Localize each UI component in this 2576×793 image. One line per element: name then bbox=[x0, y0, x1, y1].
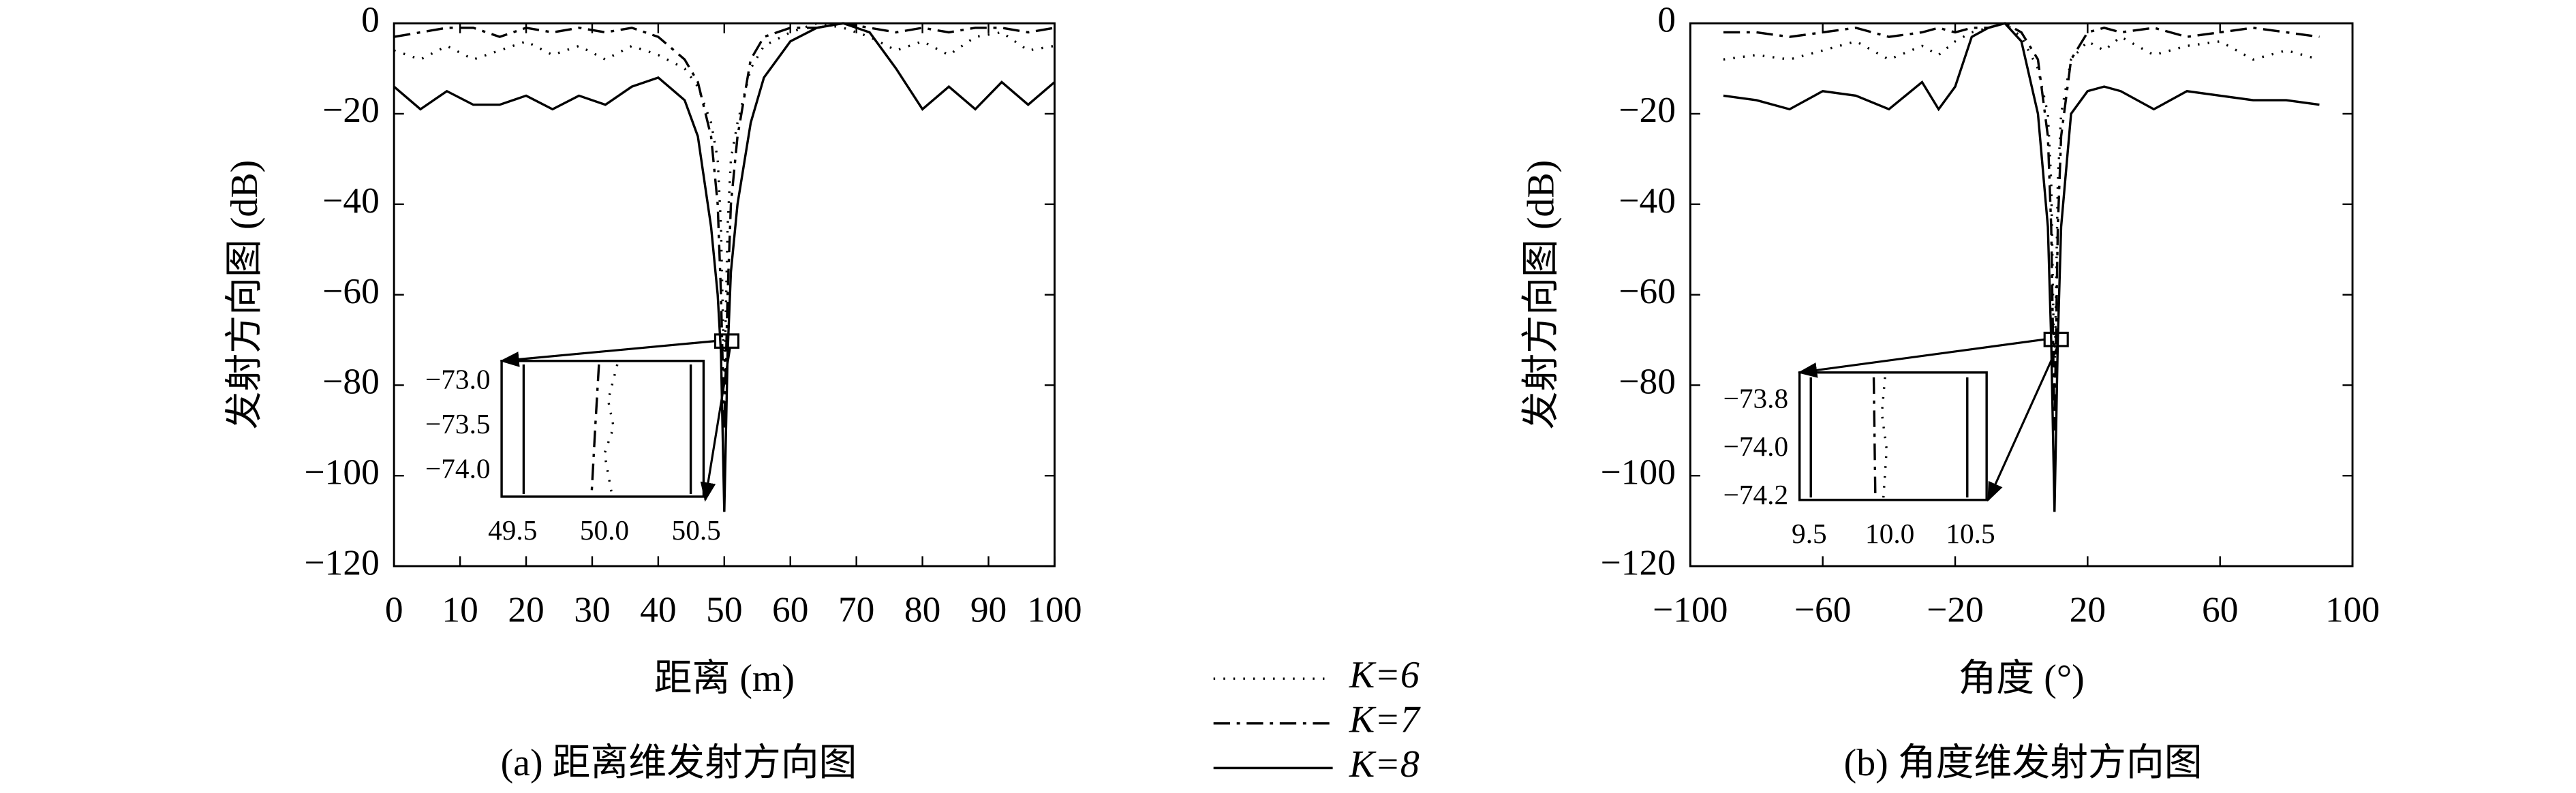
legend: K=6K=7K=8 bbox=[1213, 654, 1421, 786]
legend-label: K=8 bbox=[1349, 743, 1420, 786]
series-line bbox=[393, 22, 1055, 431]
x-tick-label: 10.0 bbox=[1865, 518, 1914, 549]
x-tick-label: 20 bbox=[508, 589, 544, 630]
y-tick-label: 0 bbox=[361, 0, 380, 40]
inset-frame bbox=[1798, 371, 1988, 501]
x-tick-label: 50.0 bbox=[580, 514, 629, 546]
x-tick-label: 0 bbox=[385, 589, 403, 630]
inset-line bbox=[590, 364, 600, 495]
y-tick-label: −80 bbox=[322, 361, 380, 402]
x-tick-label: 9.5 bbox=[1792, 518, 1827, 549]
inset: 49.5 50.0 50.5 −73.0 −73.5 −74.0 bbox=[425, 360, 721, 546]
legend-label: K=6 bbox=[1349, 654, 1420, 696]
x-tick-label: 50 bbox=[706, 589, 742, 630]
y-tick-label: −74.0 bbox=[425, 453, 491, 484]
zoom-indicators bbox=[500, 331, 2069, 502]
y-tick-label: −74.2 bbox=[1723, 479, 1789, 510]
x-tick-label: 100 bbox=[2325, 589, 2380, 630]
zoom-box bbox=[714, 333, 740, 349]
series-line bbox=[393, 22, 1056, 512]
series-line bbox=[393, 22, 1055, 386]
x-tick-label: 10 bbox=[442, 589, 478, 630]
x-tick-label: 30 bbox=[574, 589, 610, 630]
y-tick-label: −73.0 bbox=[425, 364, 491, 395]
inset-line bbox=[1872, 377, 1877, 498]
y-tick-label: −60 bbox=[322, 270, 380, 311]
y-tick-label: −73.8 bbox=[1723, 383, 1789, 414]
x-tick-label: −60 bbox=[1794, 589, 1852, 630]
y-tick-label: −73.5 bbox=[425, 408, 491, 439]
x-axis-label: 角度 (°) bbox=[1959, 657, 2085, 700]
zoom-arrow bbox=[1987, 345, 2059, 502]
y-tick-label: −40 bbox=[322, 180, 380, 221]
x-tick-label: 70 bbox=[838, 589, 874, 630]
zoom-arrow bbox=[500, 340, 716, 367]
x-tick-label: 50.5 bbox=[672, 514, 721, 546]
y-axis-label: 发射方向图 (dB) bbox=[224, 160, 266, 430]
y-tick-label: −120 bbox=[1601, 542, 1676, 582]
plot: −100 −60 −20 20 60 100 0 −20 −40 −60 −80 −100 −120 角度… bbox=[1520, 0, 2380, 784]
zoom-arrow bbox=[1797, 338, 2045, 378]
plot: 0 10 20 30 40 50 60 70 80 90 100 0 −20 −40 −60 −80 −100 −… bbox=[224, 0, 1082, 784]
y-tick-label: −120 bbox=[305, 542, 380, 582]
zoom-arrow bbox=[700, 347, 731, 502]
y-tick-label: −80 bbox=[1619, 361, 1676, 402]
x-tick-label: 10.5 bbox=[1946, 518, 1995, 549]
x-tick-label: 20 bbox=[2070, 589, 2106, 630]
series-line bbox=[1723, 22, 2320, 512]
y-tick-label: −100 bbox=[1601, 451, 1676, 492]
x-tick-label: 60 bbox=[2202, 589, 2238, 630]
y-tick-label: −40 bbox=[1619, 180, 1676, 221]
y-tick-label: −60 bbox=[1619, 270, 1676, 311]
x-tick-label: 60 bbox=[772, 589, 808, 630]
series-line bbox=[1723, 22, 2320, 386]
y-tick-label: −20 bbox=[322, 89, 380, 130]
inset-frame bbox=[500, 360, 705, 498]
x-tick-label: −100 bbox=[1653, 589, 1728, 630]
plot-frame bbox=[1689, 22, 2354, 567]
x-tick-label: 100 bbox=[1027, 589, 1082, 630]
x-tick-label: 90 bbox=[970, 589, 1007, 630]
x-tick-label: 49.5 bbox=[488, 514, 537, 546]
y-tick-label: −20 bbox=[1619, 89, 1676, 130]
legend-label: K=7 bbox=[1349, 699, 1421, 741]
y-tick-label: −100 bbox=[305, 451, 380, 492]
chart-title: (a) 距离维发射方向图 bbox=[501, 742, 857, 784]
chart-title: (b) 角度维发射方向图 bbox=[1844, 742, 2203, 784]
y-tick-label: −74.0 bbox=[1723, 431, 1789, 462]
x-axis-label: 距离 (m) bbox=[654, 657, 795, 700]
y-axis-label: 发射方向图 (dB) bbox=[1520, 160, 1562, 430]
inset: 9.5 10.0 10.5 −73.8 −74.0 −74.2 bbox=[1723, 371, 1995, 549]
x-tick-label: 40 bbox=[640, 589, 676, 630]
series-line bbox=[1723, 22, 2320, 431]
y-tick-label: 0 bbox=[1657, 0, 1676, 40]
x-tick-label: 80 bbox=[904, 589, 940, 630]
x-tick-label: −20 bbox=[1927, 589, 1984, 630]
